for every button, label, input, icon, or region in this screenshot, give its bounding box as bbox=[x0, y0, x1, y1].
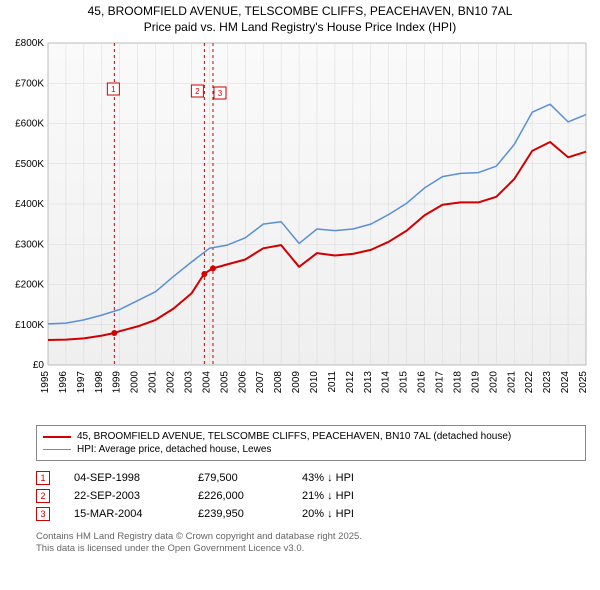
svg-text:2005: 2005 bbox=[219, 371, 230, 394]
svg-text:1995: 1995 bbox=[40, 371, 51, 394]
svg-text:2008: 2008 bbox=[273, 371, 284, 394]
sale-date: 04-SEP-1998 bbox=[74, 472, 174, 484]
svg-text:2016: 2016 bbox=[417, 371, 428, 394]
legend-swatch bbox=[43, 436, 71, 438]
legend-item: HPI: Average price, detached house, Lewe… bbox=[43, 443, 579, 456]
sale-date: 15-MAR-2004 bbox=[74, 508, 174, 520]
sale-pct: 21% ↓ HPI bbox=[302, 490, 392, 502]
svg-text:£500K: £500K bbox=[15, 159, 44, 170]
svg-text:£400K: £400K bbox=[15, 199, 44, 210]
svg-text:2003: 2003 bbox=[183, 371, 194, 394]
svg-text:2001: 2001 bbox=[148, 371, 159, 394]
svg-text:2011: 2011 bbox=[327, 371, 338, 393]
svg-text:1997: 1997 bbox=[76, 371, 87, 394]
sales-table: 1 04-SEP-1998 £79,500 43% ↓ HPI 2 22-SEP-2003… bbox=[36, 469, 586, 523]
sale-pct: 43% ↓ HPI bbox=[302, 472, 392, 484]
chart-title: 45, BROOMFIELD AVENUE, TELSCOMBE CLIFFS,… bbox=[8, 4, 592, 35]
legend-swatch bbox=[43, 449, 71, 451]
svg-text:2: 2 bbox=[195, 87, 200, 96]
svg-text:2007: 2007 bbox=[255, 371, 266, 394]
svg-text:2024: 2024 bbox=[560, 371, 571, 394]
sale-pct: 20% ↓ HPI bbox=[302, 508, 392, 520]
svg-text:2000: 2000 bbox=[130, 371, 141, 394]
svg-text:2004: 2004 bbox=[201, 371, 212, 394]
title-line-1: 45, BROOMFIELD AVENUE, TELSCOMBE CLIFFS,… bbox=[88, 4, 513, 18]
svg-text:1: 1 bbox=[111, 85, 116, 94]
svg-text:2010: 2010 bbox=[309, 371, 320, 394]
sale-price: £226,000 bbox=[198, 490, 278, 502]
sale-date: 22-SEP-2003 bbox=[74, 490, 174, 502]
svg-text:2018: 2018 bbox=[452, 371, 463, 394]
svg-text:1996: 1996 bbox=[58, 371, 69, 394]
svg-text:2002: 2002 bbox=[166, 371, 177, 394]
svg-text:2023: 2023 bbox=[542, 371, 553, 394]
svg-text:£600K: £600K bbox=[15, 119, 44, 130]
footer-line-2: This data is licensed under the Open Gov… bbox=[36, 543, 304, 554]
svg-text:2012: 2012 bbox=[345, 371, 356, 394]
svg-text:2020: 2020 bbox=[488, 371, 499, 394]
legend-label: 45, BROOMFIELD AVENUE, TELSCOMBE CLIFFS,… bbox=[77, 431, 511, 442]
svg-text:2025: 2025 bbox=[578, 371, 589, 394]
svg-text:2019: 2019 bbox=[470, 371, 481, 394]
footer-line-1: Contains HM Land Registry data © Crown c… bbox=[36, 531, 362, 542]
sale-price: £79,500 bbox=[198, 472, 278, 484]
svg-text:3: 3 bbox=[218, 89, 223, 98]
sale-marker: 1 bbox=[36, 471, 50, 485]
legend-label: HPI: Average price, detached house, Lewe… bbox=[77, 444, 271, 455]
svg-text:£100K: £100K bbox=[15, 320, 44, 331]
legend-item: 45, BROOMFIELD AVENUE, TELSCOMBE CLIFFS,… bbox=[43, 430, 579, 443]
svg-text:£300K: £300K bbox=[15, 239, 44, 250]
attribution: Contains HM Land Registry data © Crown c… bbox=[36, 531, 586, 554]
title-line-2: Price paid vs. HM Land Registry's House … bbox=[144, 20, 456, 34]
legend: 45, BROOMFIELD AVENUE, TELSCOMBE CLIFFS,… bbox=[36, 425, 586, 461]
svg-text:2017: 2017 bbox=[435, 371, 446, 394]
svg-text:2014: 2014 bbox=[381, 371, 392, 394]
svg-text:£800K: £800K bbox=[15, 39, 44, 49]
sale-marker: 2 bbox=[36, 489, 50, 503]
svg-text:2006: 2006 bbox=[237, 371, 248, 394]
svg-text:2021: 2021 bbox=[506, 371, 517, 394]
line-chart: £0 £100K £200K £300K £400K £500K £600K £700K £80… bbox=[8, 39, 592, 419]
chart-area: £0 £100K £200K £300K £400K £500K £600K £700K £80… bbox=[8, 39, 592, 419]
svg-text:2015: 2015 bbox=[399, 371, 410, 394]
svg-text:2022: 2022 bbox=[524, 371, 535, 394]
sale-marker: 3 bbox=[36, 507, 50, 521]
sale-row: 1 04-SEP-1998 £79,500 43% ↓ HPI bbox=[36, 469, 586, 487]
sale-row: 3 15-MAR-2004 £239,950 20% ↓ HPI bbox=[36, 505, 586, 523]
svg-text:2009: 2009 bbox=[291, 371, 302, 394]
svg-text:£700K: £700K bbox=[15, 78, 44, 89]
svg-text:1998: 1998 bbox=[94, 371, 105, 394]
svg-text:2013: 2013 bbox=[363, 371, 374, 394]
svg-text:£200K: £200K bbox=[15, 280, 44, 291]
svg-text:£0: £0 bbox=[33, 360, 45, 371]
sale-price: £239,950 bbox=[198, 508, 278, 520]
sale-row: 2 22-SEP-2003 £226,000 21% ↓ HPI bbox=[36, 487, 586, 505]
svg-text:1999: 1999 bbox=[112, 371, 123, 394]
